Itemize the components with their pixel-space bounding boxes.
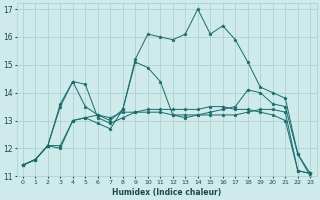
X-axis label: Humidex (Indice chaleur): Humidex (Indice chaleur) — [112, 188, 221, 197]
